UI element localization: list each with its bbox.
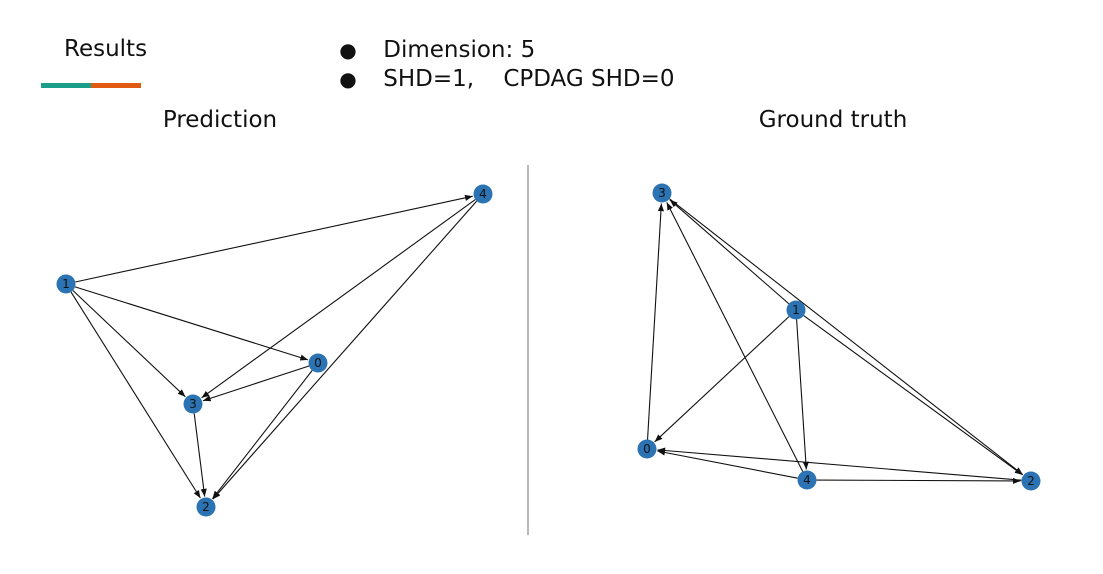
ground-truth-title: Ground truth (758, 107, 908, 133)
edge-1-to-0 (654, 316, 790, 443)
edge-1-to-2 (70, 291, 201, 499)
node-label-2: 2 (202, 500, 210, 514)
edge-1-to-2 (803, 315, 1023, 476)
edge-1-to-4 (75, 194, 473, 283)
edge-4-to-2 (816, 477, 1021, 484)
ground-truth-graph: 0 1 2 3 4 (637, 183, 1041, 491)
edge-1-to-3 (72, 290, 186, 398)
node-4 (797, 470, 817, 490)
summary-text: SHD=1, CPDAG SHD=0 (383, 66, 675, 92)
node-label-0: 0 (314, 356, 322, 370)
accent-bar-orange (91, 83, 141, 88)
edge-1-to-3 (669, 199, 790, 305)
bullet-icon: ● (339, 67, 357, 91)
section-title: Results (64, 36, 148, 62)
node-2 (196, 497, 216, 517)
edge-0-to-3 (647, 203, 665, 440)
node-0 (308, 353, 328, 373)
node-label-3: 3 (189, 397, 197, 411)
summary-list: ● Dimension: 5 ● SHD=1, CPDAG SHD=0 (310, 7, 675, 92)
edge-4-to-3 (201, 199, 476, 399)
node-label-1: 1 (792, 303, 800, 317)
edge-4-to-3 (666, 202, 804, 472)
edge-1-to-0 (74, 286, 309, 361)
node-label-2: 2 (1027, 474, 1035, 488)
panel-divider (527, 165, 529, 535)
edge-0-to-2 (212, 370, 313, 500)
node-2 (1021, 471, 1041, 491)
node-3 (652, 183, 672, 203)
edge-3-to-2 (669, 198, 1024, 475)
node-0 (637, 439, 657, 459)
prediction-graph: 0 1 2 3 4 (56, 184, 493, 517)
node-label-0: 0 (643, 442, 651, 456)
node-label-4: 4 (479, 187, 487, 201)
node-1 (786, 300, 806, 320)
edge-4-to-2 (212, 200, 478, 500)
edge-0-to-3 (202, 365, 310, 402)
edge-4-to-0 (657, 449, 798, 479)
summary-text: Dimension: 5 (383, 37, 536, 63)
edge-3-to-2 (193, 413, 207, 497)
summary-item-dimension: ● Dimension: 5 (310, 7, 675, 63)
node-3 (183, 394, 203, 414)
bullet-icon: ● (339, 38, 357, 62)
node-label-1: 1 (62, 277, 70, 291)
node-1 (56, 274, 76, 294)
edge-2-to-0 (657, 447, 1022, 481)
edge-1-to-4 (796, 319, 809, 470)
accent-bar-teal (41, 83, 91, 88)
node-label-3: 3 (658, 186, 666, 200)
node-4 (473, 184, 493, 204)
node-label-4: 4 (803, 473, 811, 487)
prediction-title: Prediction (162, 107, 278, 133)
summary-item-shd: ● SHD=1, CPDAG SHD=0 (310, 36, 674, 92)
